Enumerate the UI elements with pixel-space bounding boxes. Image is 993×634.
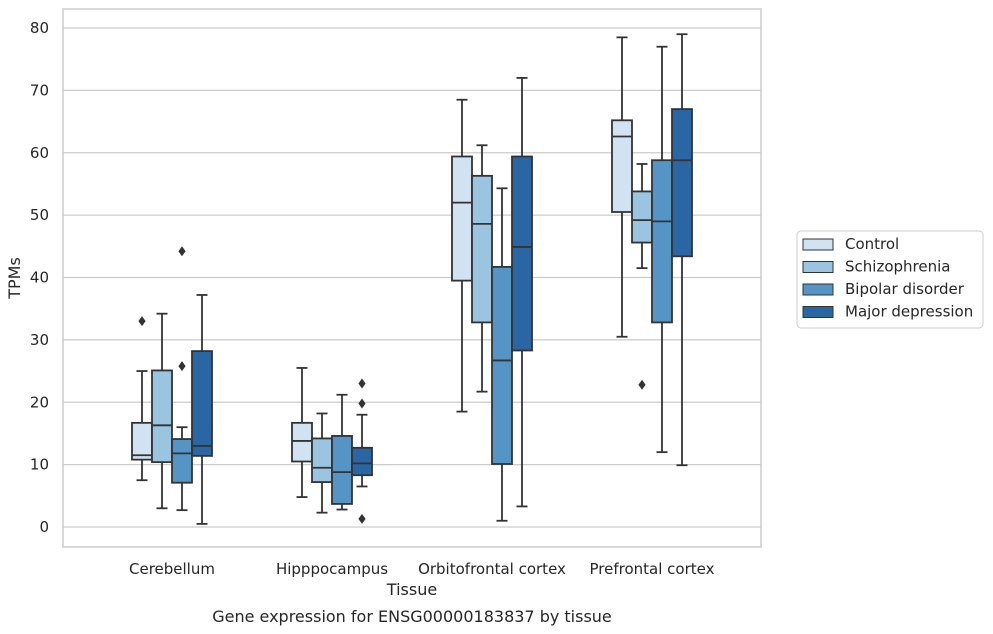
- box: [311, 437, 333, 483]
- box: [331, 435, 353, 505]
- series-bipolar-disorder: [171, 45, 673, 522]
- box: [351, 446, 373, 477]
- outlier-point: [358, 513, 366, 524]
- series-schizophrenia: [151, 144, 653, 514]
- legend-label: Control: [845, 235, 899, 253]
- outlier-point: [358, 378, 366, 389]
- legend-frame: [796, 230, 984, 329]
- box: [511, 155, 533, 352]
- box: [491, 265, 513, 465]
- x-axis-title: Tissue: [386, 580, 437, 599]
- series-control: [131, 36, 633, 498]
- box: [171, 438, 193, 484]
- box-series-layer: [131, 33, 693, 525]
- box: [131, 421, 153, 461]
- box: [151, 369, 173, 464]
- legend-swatch: [802, 261, 834, 273]
- y-tick-label: 20: [30, 393, 49, 411]
- legend-label: Major depression: [845, 303, 973, 321]
- y-tick-label: 40: [30, 269, 49, 287]
- box: [611, 119, 633, 213]
- y-axis-ticks: 0 10 20 30 40 50 60 70 80: [30, 19, 49, 536]
- plot-area-frame: [62, 8, 762, 548]
- legend: Control Schizophrenia Bipolar disorder Majo…: [796, 230, 984, 329]
- y-tick-label: 30: [30, 331, 49, 349]
- outlier-point: [358, 398, 366, 409]
- outlier-point: [178, 246, 186, 257]
- legend-swatch: [802, 306, 834, 318]
- x-axis-ticks: Cerebellum Hipppocampus Orbitofrontal cort…: [129, 560, 715, 578]
- y-tick-label: 80: [30, 19, 49, 37]
- chart-caption: Gene expression for ENSG00000183837 by t…: [212, 607, 612, 626]
- box: [191, 350, 213, 457]
- legend-label: Schizophrenia: [845, 258, 950, 276]
- x-tick-label: Orbitofrontal cortex: [418, 560, 566, 578]
- box: [451, 155, 473, 282]
- outlier-point: [638, 379, 646, 390]
- legend-swatch: [802, 238, 834, 251]
- series-major-depression: [191, 33, 693, 525]
- y-tick-label: 0: [39, 518, 49, 536]
- box: [291, 421, 313, 463]
- y-axis-title: TPMs: [5, 257, 24, 300]
- y-tick-label: 10: [30, 456, 49, 474]
- outlier-point: [138, 316, 146, 327]
- y-tick-label: 60: [30, 144, 49, 162]
- box: [651, 159, 673, 324]
- box: [471, 174, 493, 324]
- x-tick-label: Prefrontal cortex: [590, 560, 715, 578]
- y-tick-label: 50: [30, 206, 49, 224]
- box: [671, 108, 693, 258]
- x-tick-label: Hipppocampus: [276, 560, 388, 578]
- y-tick-label: 70: [30, 81, 49, 99]
- legend-swatch: [802, 283, 834, 296]
- x-tick-label: Cerebellum: [129, 560, 215, 578]
- gridlines: [63, 27, 761, 528]
- outlier-point: [178, 361, 186, 372]
- box: [631, 190, 653, 244]
- legend-label: Bipolar disorder: [845, 280, 965, 298]
